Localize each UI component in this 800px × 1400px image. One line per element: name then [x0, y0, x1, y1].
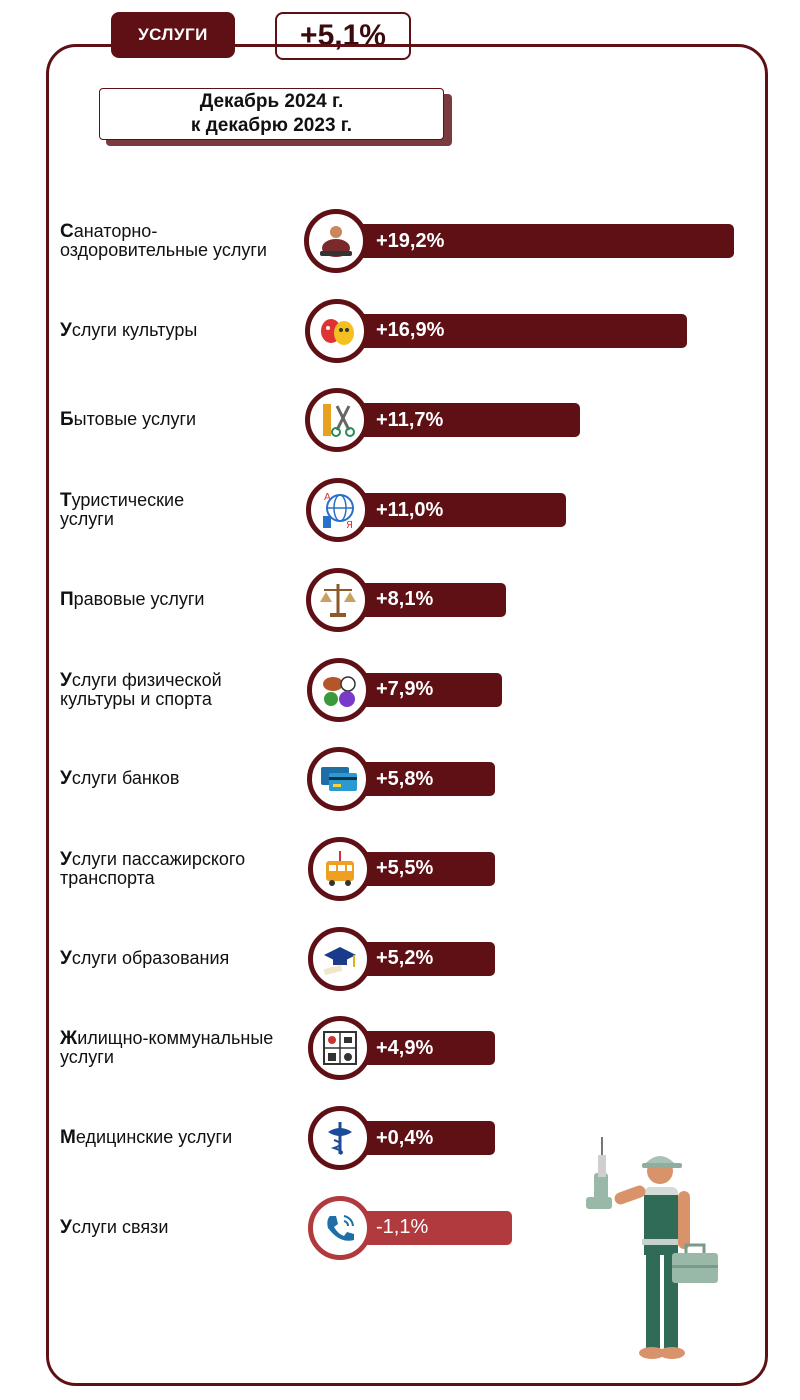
value-label: +5,8% [376, 767, 434, 790]
chart-row: Медицинские услуги +0,4% [0, 1097, 800, 1177]
category-label-line: Услуги банков [60, 768, 180, 790]
value-label: -1,1% [376, 1216, 429, 1239]
tram-icon [307, 836, 372, 901]
value-label: +0,4% [376, 1126, 434, 1149]
chart-row: Санаторно-оздоровительные услуги +19,2% [0, 200, 800, 280]
category-label-line: Санаторно- [60, 221, 158, 242]
chart-row: Услуги связи -1,1% [0, 1187, 800, 1267]
category-label: Жилищно-коммунальные услуги [60, 1029, 305, 1066]
category-label: Услуги физической культуры и спорта [60, 671, 305, 708]
category-label: Правовые услуги [60, 590, 305, 609]
category-tab: УСЛУГИ [111, 12, 235, 58]
category-label: Бытовые услуги [60, 410, 305, 429]
bar: +5,8% [350, 762, 495, 797]
bar: +4,9% [350, 1031, 495, 1066]
category-label-line: Медицинские услуги [60, 1127, 233, 1148]
phone-icon [308, 1195, 372, 1260]
value-label: +16,9% [376, 319, 445, 342]
value-label: +5,2% [376, 947, 434, 970]
chart-frame [46, 44, 768, 1386]
category-label-line: Услуги физической [60, 669, 222, 691]
period-box: Декабрь 2024 г. к декабрю 2023 г. [99, 88, 444, 140]
scales-icon [306, 567, 370, 632]
category-label-line: услуги [60, 1047, 114, 1068]
utilities-icon [308, 1016, 372, 1081]
bar: +11,7% [350, 403, 581, 438]
category-label-line: Туристические [60, 490, 185, 512]
bar: +7,9% [350, 672, 503, 707]
chart-row: Услуги пассажирского транспорта +5,5% [0, 828, 800, 908]
category-label-line: транспорта [60, 867, 155, 888]
bar: +8,1% [350, 582, 507, 617]
chart-row: Туристические услуги +11,0% A Я [0, 469, 800, 549]
bar: +5,5% [350, 851, 495, 886]
svg-text:A: A [324, 492, 331, 503]
category-label-line: оздоровительные услуги [60, 240, 267, 260]
category-label-line: культуры и спорта [60, 688, 212, 709]
category-label-line: Услуги связи [60, 1216, 169, 1238]
chart-row: Услуги образования +5,2% [0, 918, 800, 998]
category-label: Услуги связи [60, 1218, 305, 1237]
category-label-line: услуги [60, 509, 114, 530]
chart-row: Услуги физической культуры и спорта +7,9% [0, 649, 800, 729]
category-label: Услуги культуры [60, 321, 305, 340]
value-label: +19,2% [376, 229, 445, 252]
bar: -1,1% [350, 1210, 512, 1245]
bar: +11,0% [350, 493, 566, 528]
scissors-comb-icon [305, 388, 369, 453]
category-label-line: Жилищно-коммунальные [60, 1028, 274, 1050]
value-label: +4,9% [376, 1036, 434, 1059]
period-line-2: к декабрю 2023 г. [190, 115, 353, 136]
chart-row: Правовые услуги +8,1% [0, 559, 800, 639]
category-label: Санаторно-оздоровительные услуги [60, 222, 305, 259]
category-label-line: Правовые услуги [60, 588, 205, 610]
bar: +0,4% [350, 1121, 495, 1155]
theater-masks-icon [304, 298, 369, 363]
period-line-1: Декабрь 2024 г. [199, 91, 344, 112]
medicine-icon [308, 1106, 372, 1170]
category-label: Услуги образования [60, 949, 305, 968]
chart-row: Услуги культуры +16,9% [0, 290, 800, 370]
category-label-line: Услуги образования [60, 947, 230, 969]
chart-row: Услуги банков +5,8% [0, 738, 800, 818]
bank-card-icon [307, 747, 371, 812]
category-label: Услуги банков [60, 769, 305, 788]
category-label: Услуги пассажирского транспорта [60, 850, 305, 887]
bar: +16,9% [350, 313, 687, 348]
value-label: +7,9% [376, 678, 434, 700]
value-label: +5,5% [376, 857, 434, 880]
category-label-line: Услуги пассажирского [60, 848, 246, 870]
sports-balls-icon [306, 657, 371, 722]
value-label: +11,0% [376, 498, 444, 521]
chart-row: Жилищно-коммунальные услуги +4,9% [0, 1007, 800, 1087]
bar: +19,2% [350, 224, 734, 258]
category-label-line: Услуги культуры [60, 319, 198, 341]
svg-text:Я: Я [346, 520, 353, 530]
chart-row: Бытовые услуги +11,7% [0, 379, 800, 459]
bar: +5,2% [350, 941, 495, 976]
category-label-line: Бытовые услуги [60, 409, 197, 431]
value-label: +11,7% [376, 408, 444, 431]
category-label: Медицинские услуги [60, 1128, 305, 1147]
graduation-cap-icon [308, 926, 372, 991]
worker-illustration [586, 1137, 718, 1359]
category-label: Туристические услуги [60, 491, 305, 528]
massage-icon [304, 209, 368, 273]
value-label: +8,1% [376, 588, 434, 611]
